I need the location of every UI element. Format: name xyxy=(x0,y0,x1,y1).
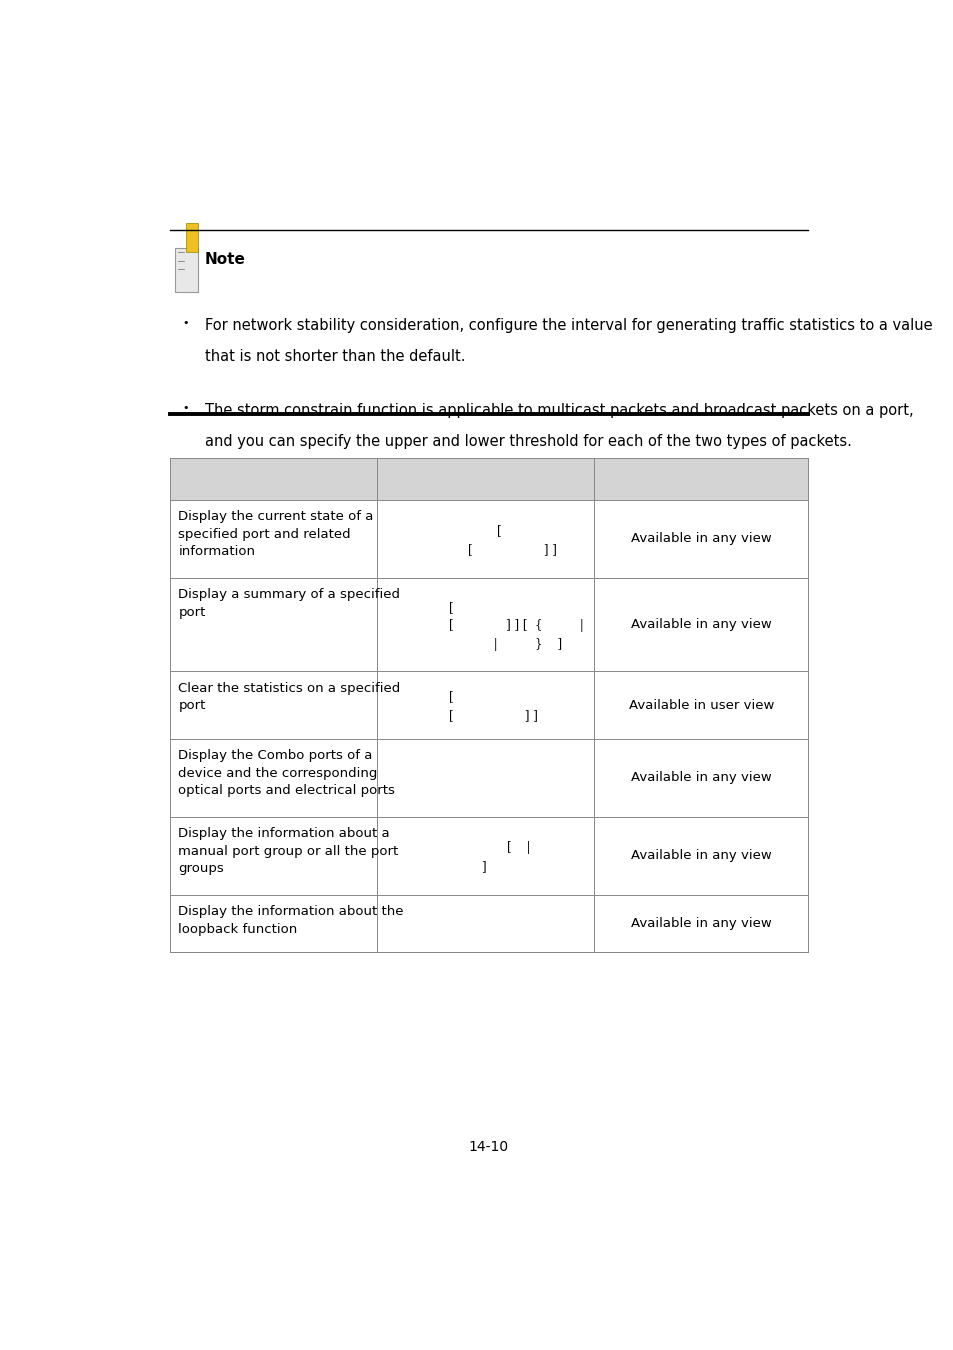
FancyBboxPatch shape xyxy=(175,248,197,292)
Text: •: • xyxy=(183,404,189,413)
Text: ]: ] xyxy=(481,860,485,873)
Text: [                   ] ]: [ ] ] xyxy=(468,543,557,556)
Text: Display the information about a
manual port group or all the port
groups: Display the information about a manual p… xyxy=(178,828,398,875)
Text: 14-10: 14-10 xyxy=(468,1141,509,1154)
Text: Available in any view: Available in any view xyxy=(630,771,771,784)
Text: Available in user view: Available in user view xyxy=(628,699,773,711)
Text: •: • xyxy=(183,319,189,328)
Text: [: [ xyxy=(448,601,453,614)
FancyBboxPatch shape xyxy=(170,817,807,895)
Text: Display the information about the
loopback function: Display the information about the loopba… xyxy=(178,906,403,936)
Text: Display the Combo ports of a
device and the corresponding
optical ports and elec: Display the Combo ports of a device and … xyxy=(178,749,395,798)
Text: For network stability consideration, configure the interval for generating traff: For network stability consideration, con… xyxy=(205,319,932,333)
Text: |          }    ]: | } ] xyxy=(459,639,561,651)
FancyBboxPatch shape xyxy=(170,738,807,817)
Text: Display a summary of a specified
port: Display a summary of a specified port xyxy=(178,589,400,618)
Text: Available in any view: Available in any view xyxy=(630,849,771,863)
Text: The storm constrain function is applicable to multicast packets and broadcast pa: The storm constrain function is applicab… xyxy=(205,404,913,418)
FancyBboxPatch shape xyxy=(170,500,807,578)
Text: Available in any view: Available in any view xyxy=(630,618,771,630)
FancyBboxPatch shape xyxy=(186,223,197,252)
Text: that is not shorter than the default.: that is not shorter than the default. xyxy=(205,350,465,365)
Text: Note: Note xyxy=(205,252,246,267)
Text: Clear the statistics on a specified
port: Clear the statistics on a specified port xyxy=(178,682,400,713)
FancyBboxPatch shape xyxy=(170,671,807,738)
Text: [                   ] ]: [ ] ] xyxy=(448,709,537,722)
FancyBboxPatch shape xyxy=(170,895,807,952)
FancyBboxPatch shape xyxy=(170,458,807,500)
FancyBboxPatch shape xyxy=(170,578,807,671)
Text: Available in any view: Available in any view xyxy=(630,917,771,930)
Text: [    |: [ | xyxy=(507,841,531,855)
Text: Available in any view: Available in any view xyxy=(630,532,771,545)
Text: [: [ xyxy=(497,524,500,537)
Text: Display the current state of a
specified port and related
information: Display the current state of a specified… xyxy=(178,510,374,559)
Text: and you can specify the upper and lower threshold for each of the two types of p: and you can specify the upper and lower … xyxy=(205,435,851,450)
Text: [: [ xyxy=(448,691,453,703)
Text: [              ] ] [  {          |: [ ] ] [ { | xyxy=(448,620,583,632)
